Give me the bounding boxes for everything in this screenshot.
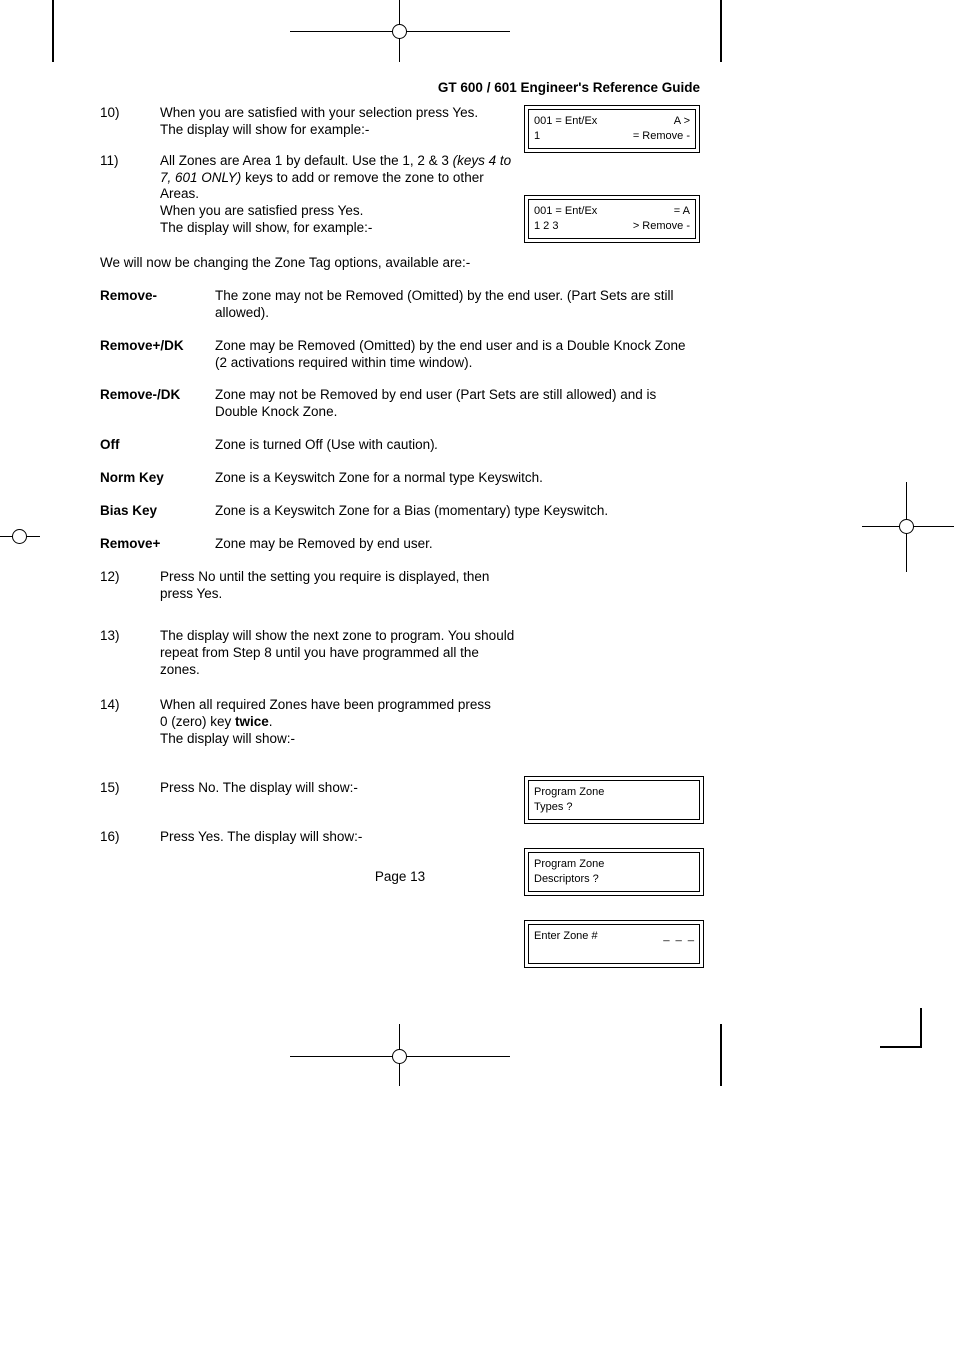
italic-text: .	[435, 437, 439, 452]
definitions-list: Remove-The zone may not be Removed (Omit…	[100, 288, 700, 553]
page-number: Page 13	[100, 869, 700, 886]
definition-row: Remove+Zone may be Removed by end user.	[100, 536, 700, 553]
definition-row: OffZone is turned Off (Use with caution)…	[100, 437, 700, 454]
lcd-text: Enter Zone #	[534, 929, 598, 944]
registration-circle	[392, 1049, 407, 1064]
crop-mark	[720, 0, 722, 62]
definition-body: Zone may be Removed by end user.	[215, 536, 700, 553]
registration-circle	[899, 519, 914, 534]
step-number: 11)	[100, 153, 160, 237]
page-header-title: GT 600 / 601 Engineer's Reference Guide	[100, 80, 700, 97]
definition-term: Remove-/DK	[100, 387, 215, 421]
step-text: The display will show the next zone to p…	[160, 628, 520, 679]
step-10: 10) When you are satisfied with your sel…	[100, 105, 500, 139]
step-15: 15) Press No. The display will show:-	[100, 780, 500, 797]
italic-text: (keys 4 to 7, 601 ONLY)	[160, 153, 511, 185]
step-text: When you are satisfied with your selecti…	[160, 105, 500, 139]
crop-mark	[920, 1008, 922, 1048]
definition-body: Zone is a Keyswitch Zone for a Bias (mom…	[215, 503, 700, 520]
registration-circle	[392, 24, 407, 39]
step-text: All Zones are Area 1 by default. Use the…	[160, 153, 520, 237]
registration-circle	[12, 529, 27, 544]
step-number: 12)	[100, 569, 160, 603]
step-number: 10)	[100, 105, 160, 139]
definition-term: Remove-	[100, 288, 215, 322]
crop-mark	[720, 1024, 722, 1086]
step-13: 13) The display will show the next zone …	[100, 628, 520, 679]
content-area: GT 600 / 601 Engineer's Reference Guide …	[100, 80, 700, 886]
step-text: Press Yes. The display will show:-	[160, 829, 500, 846]
page: 001 = Ent/ExA > 1= Remove - 001 = Ent/Ex…	[0, 0, 954, 1350]
definition-body: Zone is turned Off (Use with caution).	[215, 437, 700, 454]
definition-body: Zone may be Removed (Omitted) by the end…	[215, 338, 700, 372]
definition-term: Off	[100, 437, 215, 454]
definition-term: Remove+/DK	[100, 338, 215, 372]
step-number: 13)	[100, 628, 160, 679]
definition-row: Norm KeyZone is a Keyswitch Zone for a n…	[100, 470, 700, 487]
step-text: When all required Zones have been progra…	[160, 697, 500, 748]
definition-row: Remove+/DKZone may be Removed (Omitted) …	[100, 338, 700, 372]
intro-text: We will now be changing the Zone Tag opt…	[100, 255, 700, 272]
step-12: 12) Press No until the setting you requi…	[100, 569, 500, 603]
step-11: 11) All Zones are Area 1 by default. Use…	[100, 153, 520, 237]
definition-body: Zone may not be Removed by end user (Par…	[215, 387, 700, 421]
step-number: 16)	[100, 829, 160, 846]
step-16: 16) Press Yes. The display will show:-	[100, 829, 500, 846]
definition-term: Bias Key	[100, 503, 215, 520]
step-14: 14) When all required Zones have been pr…	[100, 697, 500, 748]
crop-mark	[880, 1046, 922, 1048]
lcd-text: _ _ _	[663, 929, 694, 944]
definition-row: Bias KeyZone is a Keyswitch Zone for a B…	[100, 503, 700, 520]
definition-body: Zone is a Keyswitch Zone for a normal ty…	[215, 470, 700, 487]
definition-body: The zone may not be Removed (Omitted) by…	[215, 288, 700, 322]
lcd-display-5: Enter Zone # _ _ _	[524, 920, 704, 968]
step-text: Press No. The display will show:-	[160, 780, 500, 797]
crop-mark	[52, 0, 54, 62]
definition-term: Remove+	[100, 536, 215, 553]
definition-row: Remove-/DKZone may not be Removed by end…	[100, 387, 700, 421]
step-number: 14)	[100, 697, 160, 748]
step-text: Press No until the setting you require i…	[160, 569, 500, 603]
definition-row: Remove-The zone may not be Removed (Omit…	[100, 288, 700, 322]
step-number: 15)	[100, 780, 160, 797]
definition-term: Norm Key	[100, 470, 215, 487]
bold-text: twice	[235, 714, 269, 729]
